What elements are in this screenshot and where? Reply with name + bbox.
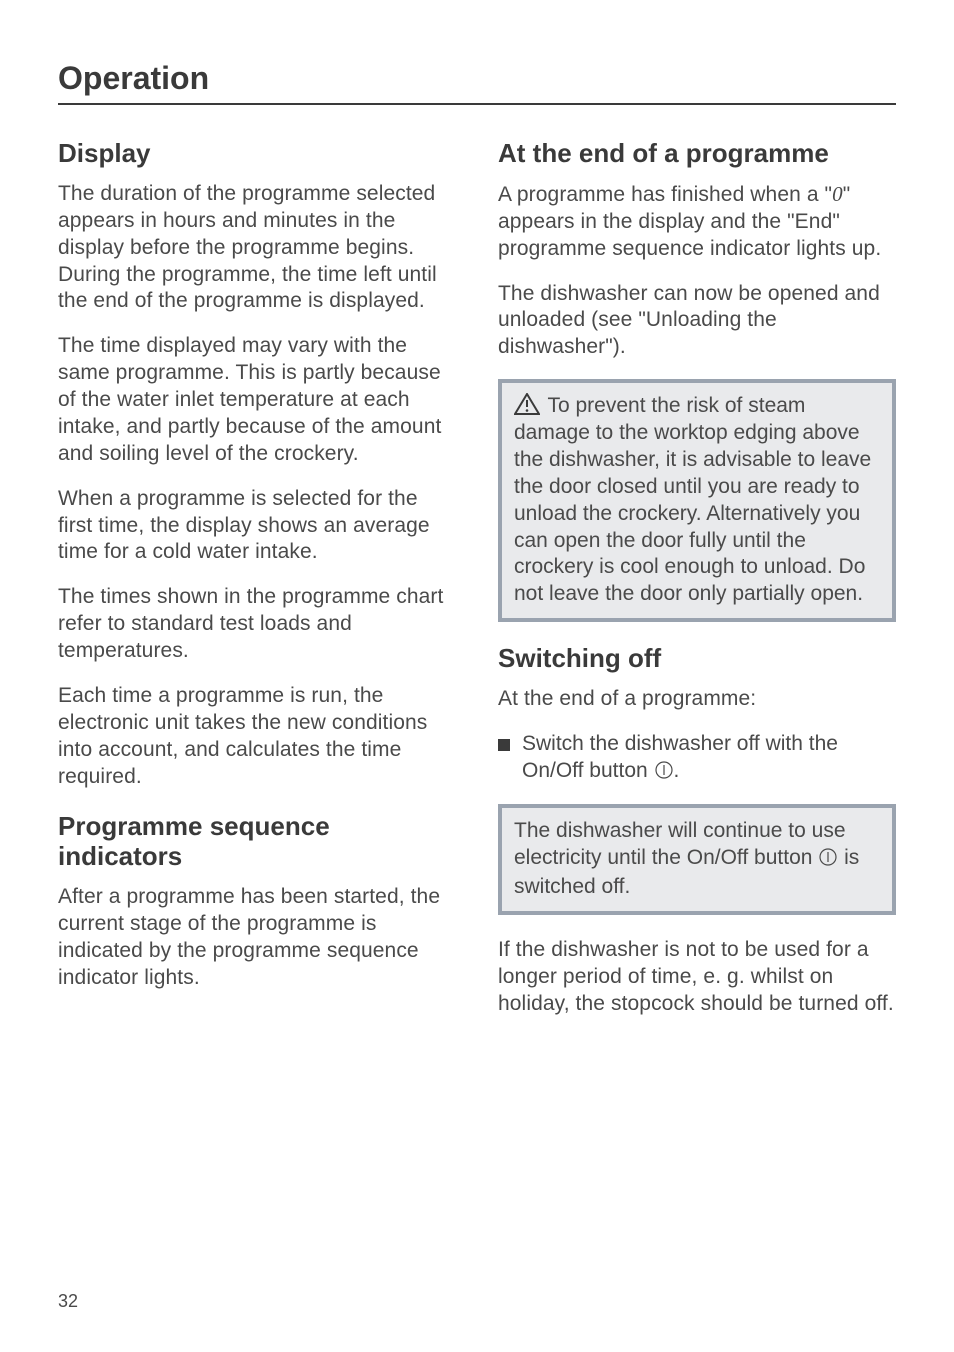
para-end-1: A programme has finished when a "0" appe…	[498, 181, 896, 263]
heading-sequence: Programme sequence indicators	[58, 812, 456, 872]
bullet-text: Switch the dishwasher off with the On/Of…	[522, 731, 896, 788]
para-end-1a: A programme has finished when a "	[498, 183, 832, 206]
para-display-5: Each time a programme is run, the electr…	[58, 683, 456, 791]
para-display-2: The time displayed may vary with the sam…	[58, 333, 456, 467]
warning-triangle-icon	[514, 393, 540, 415]
right-column: At the end of a programme A programme ha…	[498, 139, 896, 1036]
para-end-2: The dishwasher can now be opened and unl…	[498, 281, 896, 362]
warning-notice-text: To prevent the risk of steam damage to t…	[514, 394, 871, 605]
bullet-switch-off: Switch the dishwasher off with the On/Of…	[498, 731, 896, 788]
para-display-1: The duration of the programme selected a…	[58, 181, 456, 315]
info-notice: The dishwasher will continue to use elec…	[498, 804, 896, 916]
zero-display-icon: 0	[832, 182, 843, 206]
para-display-4: The times shown in the programme chart r…	[58, 584, 456, 665]
heading-display: Display	[58, 139, 456, 169]
bullet-text-a: Switch the dishwasher off with the On/Of…	[522, 732, 838, 782]
info-notice-text-a: The dishwasher will continue to use elec…	[514, 819, 846, 869]
heading-switching-off: Switching off	[498, 644, 896, 674]
bullet-square-icon	[498, 739, 510, 751]
page-number: 32	[58, 1291, 78, 1312]
para-stopcock: If the dishwasher is not to be used for …	[498, 937, 896, 1018]
page-title: Operation	[58, 60, 896, 105]
warning-notice: To prevent the risk of steam damage to t…	[498, 379, 896, 622]
power-icon	[818, 847, 838, 875]
content-columns: Display The duration of the programme se…	[58, 139, 896, 1036]
left-column: Display The duration of the programme se…	[58, 139, 456, 1036]
power-icon	[654, 760, 674, 788]
para-display-3: When a programme is selected for the fir…	[58, 486, 456, 567]
para-switch-intro: At the end of a programme:	[498, 686, 896, 713]
para-sequence-1: After a programme has been started, the …	[58, 884, 456, 992]
heading-end-programme: At the end of a programme	[498, 139, 896, 169]
bullet-text-b: .	[674, 759, 680, 782]
